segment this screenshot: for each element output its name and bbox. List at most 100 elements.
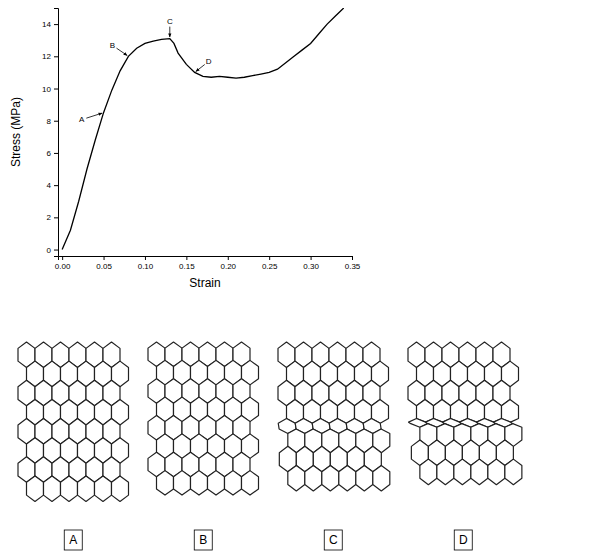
honeycomb-cell	[191, 471, 208, 495]
y-tick-mark	[54, 153, 58, 154]
y-tick-label: 12	[42, 52, 51, 61]
y-axis: 0 2 4 6 8 10 12 14	[42, 9, 58, 257]
x-tick: 0.05	[96, 256, 112, 271]
x-tick-label: 0.20	[220, 262, 236, 271]
x-tick: 0.35	[345, 256, 361, 271]
honeycomb-panel	[18, 342, 129, 501]
x-tick-label: 0.15	[179, 262, 195, 271]
panel-label: C	[329, 533, 338, 547]
honeycomb-cell	[488, 459, 505, 485]
annotation-arrow	[86, 113, 102, 118]
panel-label-box	[64, 530, 82, 550]
y-tick-mark	[54, 121, 58, 122]
panel-label: D	[459, 533, 468, 547]
y-tick: 14	[42, 20, 58, 29]
annotation-label: C	[167, 17, 173, 26]
x-tick-mark	[145, 256, 146, 260]
figure: 0.00 0.05 0.10 0.15 0.20 0.25 0.30 0.35 0 2 4 6 8 10 1…	[0, 0, 608, 557]
honeycomb-cell	[434, 399, 451, 422]
honeycomb-panel	[148, 342, 259, 495]
annotation-label: A	[79, 115, 85, 124]
honeycomb-panel	[278, 342, 390, 491]
honeycomb-cell	[505, 459, 522, 485]
x-tick-label: 0.10	[138, 262, 154, 271]
honeycomb-cell	[420, 459, 437, 485]
x-tick-mark	[228, 256, 229, 260]
x-tick-mark	[352, 256, 353, 260]
x-tick-mark	[269, 256, 270, 260]
x-tick-mark	[311, 256, 312, 260]
honeycomb-cell	[157, 471, 174, 495]
y-tick: 0	[47, 246, 58, 255]
honeycomb-cell	[305, 465, 322, 491]
honeycomb-cell	[44, 476, 61, 502]
honeycomb-cell	[339, 465, 356, 491]
x-tick-mark	[186, 256, 187, 260]
honeycomb-cell	[225, 471, 242, 495]
honeycomb-cell	[208, 471, 225, 495]
x-tick-label: 0.00	[55, 262, 71, 271]
honeycomb-cell	[78, 476, 95, 502]
panel-label: B	[199, 533, 207, 547]
honeycomb-cell	[356, 465, 373, 491]
y-tick: 4	[47, 181, 58, 190]
honeycomb-cell	[468, 399, 485, 422]
honeycomb-cell	[322, 465, 339, 491]
annotation-label: D	[206, 57, 212, 66]
honeycomb-cell	[502, 399, 519, 422]
y-tick: 2	[47, 213, 58, 222]
honeycomb-cell	[242, 471, 259, 495]
honeycomb-cell	[471, 459, 488, 485]
honeycomb-cell	[454, 459, 471, 485]
annotations: A B C D	[79, 17, 212, 124]
panel-label-box	[454, 530, 472, 550]
y-tick-label: 4	[47, 181, 52, 190]
y-tick-mark	[54, 217, 58, 218]
x-axis: 0.00 0.05 0.10 0.15 0.20 0.25 0.30 0.35	[55, 256, 361, 271]
annotation-arrow	[169, 27, 170, 37]
y-tick-label: 0	[47, 246, 52, 255]
honeycomb-cell	[95, 476, 112, 502]
y-tick: 6	[47, 149, 58, 158]
annotation-label: B	[110, 41, 115, 50]
y-tick: 8	[47, 117, 58, 126]
y-tick-label: 6	[47, 149, 52, 158]
x-axis-title: Strain	[189, 276, 220, 290]
honeycomb-cell	[112, 476, 129, 502]
y-tick-mark	[54, 89, 58, 90]
x-tick-label: 0.35	[345, 262, 361, 271]
y-tick-label: 2	[47, 213, 52, 222]
y-tick-mark	[54, 56, 58, 57]
x-tick-label: 0.05	[96, 262, 112, 271]
honeycomb-cell	[61, 476, 78, 502]
x-tick: 0.25	[262, 256, 278, 271]
honeycomb-cell	[174, 471, 191, 495]
x-tick-label: 0.30	[303, 262, 319, 271]
honeycomb-cell	[417, 399, 434, 422]
y-tick-mark	[54, 250, 58, 251]
x-tick: 0.15	[179, 256, 195, 271]
panel-label: A	[69, 533, 77, 547]
x-tick-mark	[62, 256, 63, 260]
y-tick-label: 8	[47, 117, 52, 126]
y-tick-label: 10	[42, 85, 51, 94]
y-tick-label: 14	[42, 20, 51, 29]
y-axis-line	[54, 9, 59, 257]
panel-label-box	[194, 530, 212, 550]
x-tick: 0.30	[303, 256, 319, 271]
y-axis-title: Stress (MPa)	[9, 97, 23, 167]
annotation-arrow	[117, 48, 128, 55]
y-tick-mark	[54, 185, 58, 186]
y-tick: 12	[42, 52, 58, 61]
annotation-arrow	[196, 65, 205, 72]
y-tick: 10	[42, 85, 58, 94]
honeycomb-panel	[408, 342, 522, 485]
honeycomb-cell	[451, 399, 468, 422]
honeycomb-cell	[288, 465, 305, 491]
plot-area	[62, 8, 344, 250]
x-tick: 0.00	[55, 256, 71, 271]
x-tick: 0.20	[220, 256, 236, 271]
honeycomb-cell	[27, 476, 44, 502]
x-axis-line	[59, 257, 353, 261]
panel-label-box	[324, 530, 342, 550]
